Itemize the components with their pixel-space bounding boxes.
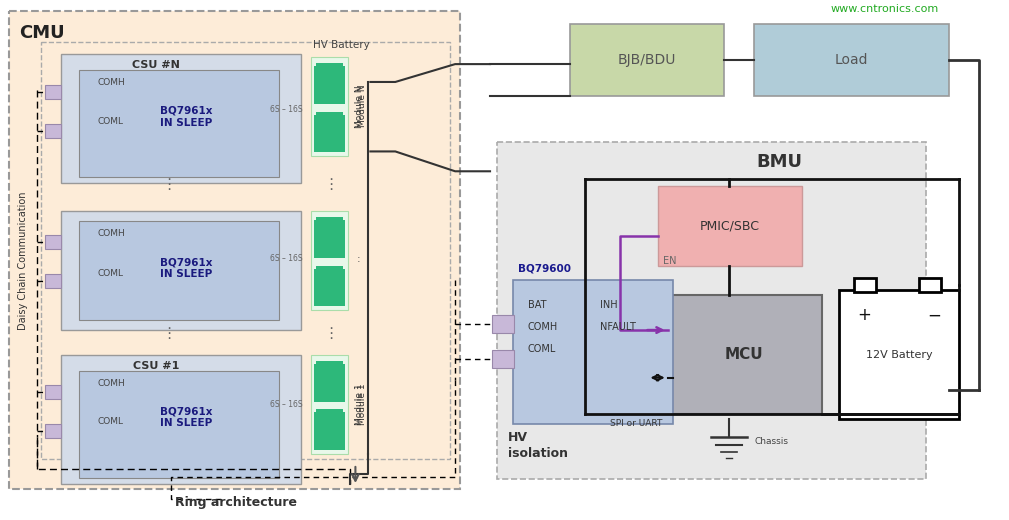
Text: COML: COML	[528, 344, 556, 354]
Text: COML: COML	[97, 418, 123, 426]
Bar	[839, 290, 959, 419]
Bar	[45, 385, 62, 398]
Bar	[497, 141, 926, 479]
Bar	[314, 412, 345, 450]
Text: 12V Battery: 12V Battery	[866, 350, 932, 360]
Bar	[316, 409, 343, 412]
Bar	[854, 278, 876, 292]
Text: isolation: isolation	[508, 447, 568, 460]
Bar	[62, 355, 301, 484]
Text: BMU: BMU	[756, 153, 802, 172]
Text: MCU: MCU	[725, 347, 764, 362]
Text: BQ7961x
IN SLEEP: BQ7961x IN SLEEP	[159, 407, 212, 428]
Bar	[311, 355, 348, 454]
Text: ⋮: ⋮	[161, 177, 177, 192]
Bar	[45, 124, 62, 138]
Text: INH: INH	[599, 300, 618, 310]
Text: HV: HV	[508, 431, 528, 444]
Bar	[79, 221, 278, 320]
Text: 6S – 16S: 6S – 16S	[270, 400, 303, 409]
Text: Chassis: Chassis	[755, 437, 788, 446]
Text: −: −	[927, 306, 940, 324]
Text: BJB/BDU: BJB/BDU	[618, 53, 676, 67]
Bar	[79, 371, 278, 478]
Bar	[41, 42, 450, 459]
Text: Load: Load	[834, 53, 868, 67]
Bar	[62, 54, 301, 183]
Bar	[513, 280, 673, 424]
Bar	[314, 66, 345, 104]
Text: EN: EN	[663, 255, 676, 266]
Text: SPI or UART: SPI or UART	[610, 419, 663, 428]
Text: COML: COML	[97, 116, 123, 126]
Text: 6S – 16S: 6S – 16S	[270, 254, 303, 263]
Text: CSU #N: CSU #N	[132, 60, 180, 70]
Text: NFAULT: NFAULT	[599, 322, 636, 332]
Bar	[570, 24, 724, 96]
Text: BQ7961x
IN SLEEP: BQ7961x IN SLEEP	[159, 258, 212, 279]
Bar	[45, 85, 62, 99]
Bar	[919, 278, 940, 292]
Bar	[314, 364, 345, 401]
Text: HV Battery: HV Battery	[313, 40, 369, 50]
Bar	[316, 217, 343, 220]
Bar	[314, 115, 345, 152]
Text: CMU: CMU	[19, 24, 65, 43]
Text: ⋮: ⋮	[323, 177, 338, 192]
Bar	[45, 275, 62, 289]
Bar	[316, 63, 343, 66]
Text: www.cntronics.com: www.cntronics.com	[830, 4, 938, 14]
Text: Module N: Module N	[355, 85, 364, 128]
Text: BQ79600: BQ79600	[518, 264, 571, 274]
Text: Module 1: Module 1	[355, 384, 364, 425]
Text: BQ7961x
IN SLEEP: BQ7961x IN SLEEP	[159, 106, 212, 127]
Text: COMH: COMH	[528, 322, 558, 332]
Bar	[755, 24, 948, 96]
Bar	[316, 361, 343, 364]
Bar	[311, 57, 348, 157]
Bar	[668, 295, 822, 414]
Text: COMH: COMH	[97, 229, 125, 238]
Text: COML: COML	[97, 268, 123, 278]
Text: :: :	[356, 254, 360, 264]
Bar	[45, 235, 62, 249]
Bar	[314, 268, 345, 306]
Text: COMH: COMH	[97, 379, 125, 388]
Bar	[492, 350, 514, 368]
Text: ⋮: ⋮	[323, 326, 338, 341]
Text: Module 1: Module 1	[358, 384, 367, 425]
Text: ⋮: ⋮	[161, 326, 177, 341]
Bar	[62, 211, 301, 330]
Bar	[79, 70, 278, 177]
Bar	[316, 112, 343, 115]
Bar	[9, 10, 460, 489]
Bar	[492, 315, 514, 333]
Bar	[658, 186, 802, 266]
Text: CSU #1: CSU #1	[133, 361, 180, 371]
Text: BAT: BAT	[528, 300, 547, 310]
Text: 6S – 16S: 6S – 16S	[270, 105, 303, 114]
Text: Daisy Chain Communication: Daisy Chain Communication	[18, 191, 28, 330]
Text: Ring architecture: Ring architecture	[175, 496, 297, 509]
Bar	[316, 266, 343, 268]
Text: PMIC/SBC: PMIC/SBC	[699, 219, 760, 232]
Text: Module N: Module N	[358, 84, 367, 127]
Bar	[45, 424, 62, 438]
Text: +: +	[857, 306, 871, 324]
Text: COMH: COMH	[97, 78, 125, 87]
Bar	[311, 211, 348, 310]
Bar	[314, 220, 345, 257]
